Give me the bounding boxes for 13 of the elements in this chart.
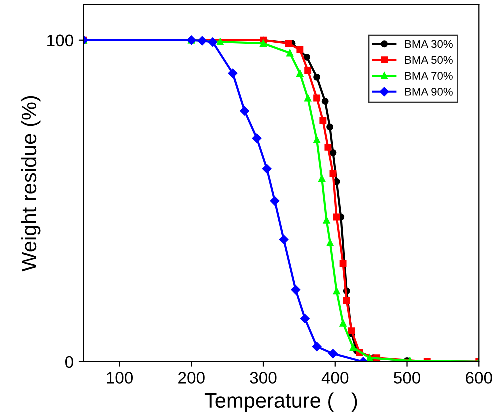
x-tick-label: 500 [394,372,421,384]
x-tick-label: 600 [466,372,492,384]
x-tick-label: 200 [178,372,205,384]
legend-label: BMA 70% [405,72,453,80]
y-tick-label: 0 [65,356,74,368]
legend-label: BMA 90% [405,88,453,96]
x-tick-label: 100 [107,372,134,384]
y-axis-title: Weight residue (%) [21,96,41,272]
x-axis-title: Temperature ( ) [204,392,358,412]
legend-label: BMA 30% [405,40,453,48]
x-tick-label: 300 [250,372,277,384]
legend-label: BMA 50% [405,56,453,64]
x-tick-label: 400 [322,372,349,384]
